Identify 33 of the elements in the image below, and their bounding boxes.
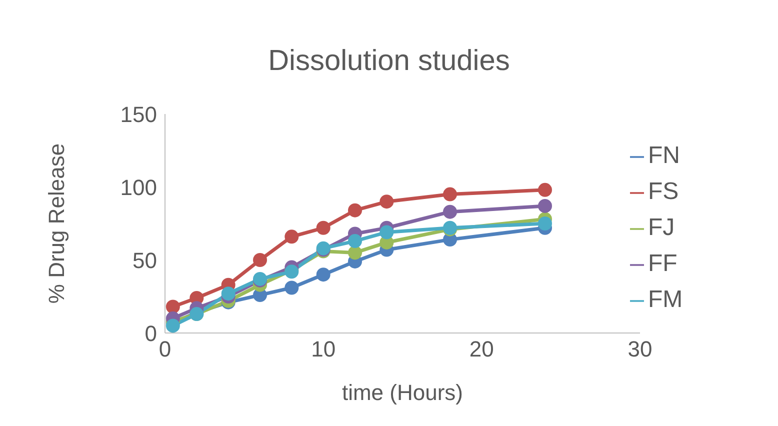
point [538, 216, 552, 230]
point [316, 220, 330, 235]
x-axis-title: time (Hours) [342, 380, 464, 405]
point [443, 187, 457, 202]
point [166, 300, 180, 314]
point [348, 203, 362, 218]
legend-label: FM [648, 286, 683, 313]
legend-label: FN [648, 142, 680, 169]
point [284, 230, 299, 244]
point [538, 198, 552, 213]
y-tick-label: 100 [120, 174, 157, 200]
point [348, 234, 362, 248]
point [443, 204, 457, 219]
point [380, 194, 394, 209]
point [221, 286, 236, 301]
point [316, 268, 330, 282]
legend-label: FS [648, 178, 679, 205]
point [538, 182, 552, 197]
point [166, 318, 180, 333]
y-tick-label: 50 [132, 248, 157, 273]
x-tick-label: 10 [311, 336, 336, 362]
x-tick-label: 30 [628, 336, 652, 362]
point [284, 280, 299, 295]
chart-title: Dissolution studies [267, 45, 511, 78]
x-tick-label: 20 [469, 336, 494, 362]
y-axis-title: % Drug Release [44, 143, 69, 304]
legend-label: FF [648, 250, 678, 277]
point [253, 253, 267, 267]
legend-label: FJ [648, 214, 675, 241]
point [348, 246, 362, 260]
y-tick-label: 0 [144, 320, 157, 346]
point [380, 225, 394, 240]
y-tick-label: 150 [120, 102, 157, 127]
